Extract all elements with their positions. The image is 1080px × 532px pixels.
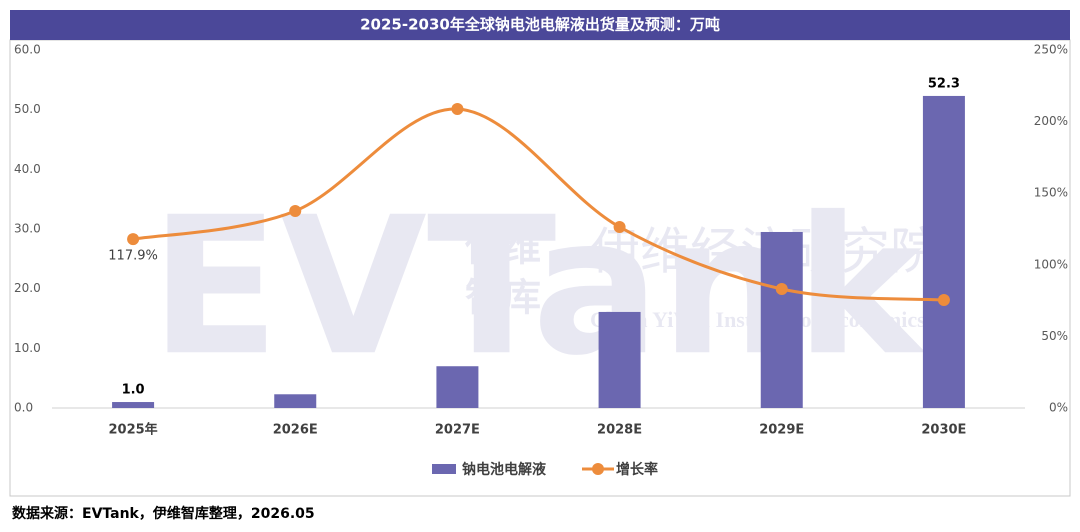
bar (760, 231, 803, 408)
x-tick-label: 2026E (273, 423, 318, 438)
y-tick-label: 30.0 (14, 222, 41, 236)
bar (922, 95, 965, 409)
x-tick-label: 2028E (597, 423, 642, 438)
line-marker (451, 102, 464, 115)
x-tick-label: 2027E (435, 423, 480, 438)
bar (274, 394, 317, 408)
y-tick-label: 60.0 (14, 43, 41, 57)
chart-title: 2025-2030年全球钠电池电解液出货量及预测：万吨 (360, 16, 720, 34)
line-marker (289, 204, 302, 217)
y-tick-label: 10.0 (14, 341, 41, 355)
watermark-english: China YiWei Institute of Economics (590, 307, 926, 332)
y2-tick-label: 100% (1034, 257, 1068, 271)
title-bar (10, 10, 1070, 40)
legend-label: 钠电池电解液 (462, 461, 547, 478)
watermark-short: 伊维 (464, 226, 541, 270)
line-marker (937, 294, 950, 307)
x-tick-label: 2030E (921, 423, 966, 438)
watermark-short: 智库 (465, 276, 541, 320)
y2-tick-label: 0% (1049, 401, 1068, 415)
line-marker (775, 283, 788, 296)
x-tick-label: 2025年 (108, 422, 157, 438)
source-note: 数据来源：EVTank，伊维智库整理，2026.05 (12, 505, 315, 522)
bar (436, 366, 479, 408)
y-tick-label: 20.0 (14, 281, 41, 295)
line-marker (613, 220, 626, 233)
legend-swatch (432, 464, 456, 474)
bar (598, 311, 641, 408)
line-marker (127, 233, 140, 246)
y-tick-label: 0.0 (14, 401, 33, 415)
y2-tick-label: 150% (1034, 186, 1068, 200)
legend-label: 增长率 (616, 461, 658, 478)
data-label: 117.9% (108, 249, 158, 264)
legend-swatch (592, 463, 604, 475)
data-label: 52.3 (928, 76, 960, 91)
y-tick-label: 50.0 (14, 102, 41, 116)
data-label: 1.0 (122, 383, 145, 398)
y2-tick-label: 250% (1034, 43, 1068, 57)
line (132, 107, 945, 302)
y2-tick-label: 200% (1034, 114, 1068, 128)
y-tick-label: 40.0 (14, 162, 41, 176)
watermark: EVTank 伊维 智库 伊维经济研究院 China YiWei Institu… (150, 176, 940, 397)
bar (112, 402, 155, 408)
y2-tick-label: 50% (1041, 329, 1068, 343)
x-tick-label: 2029E (759, 423, 804, 438)
